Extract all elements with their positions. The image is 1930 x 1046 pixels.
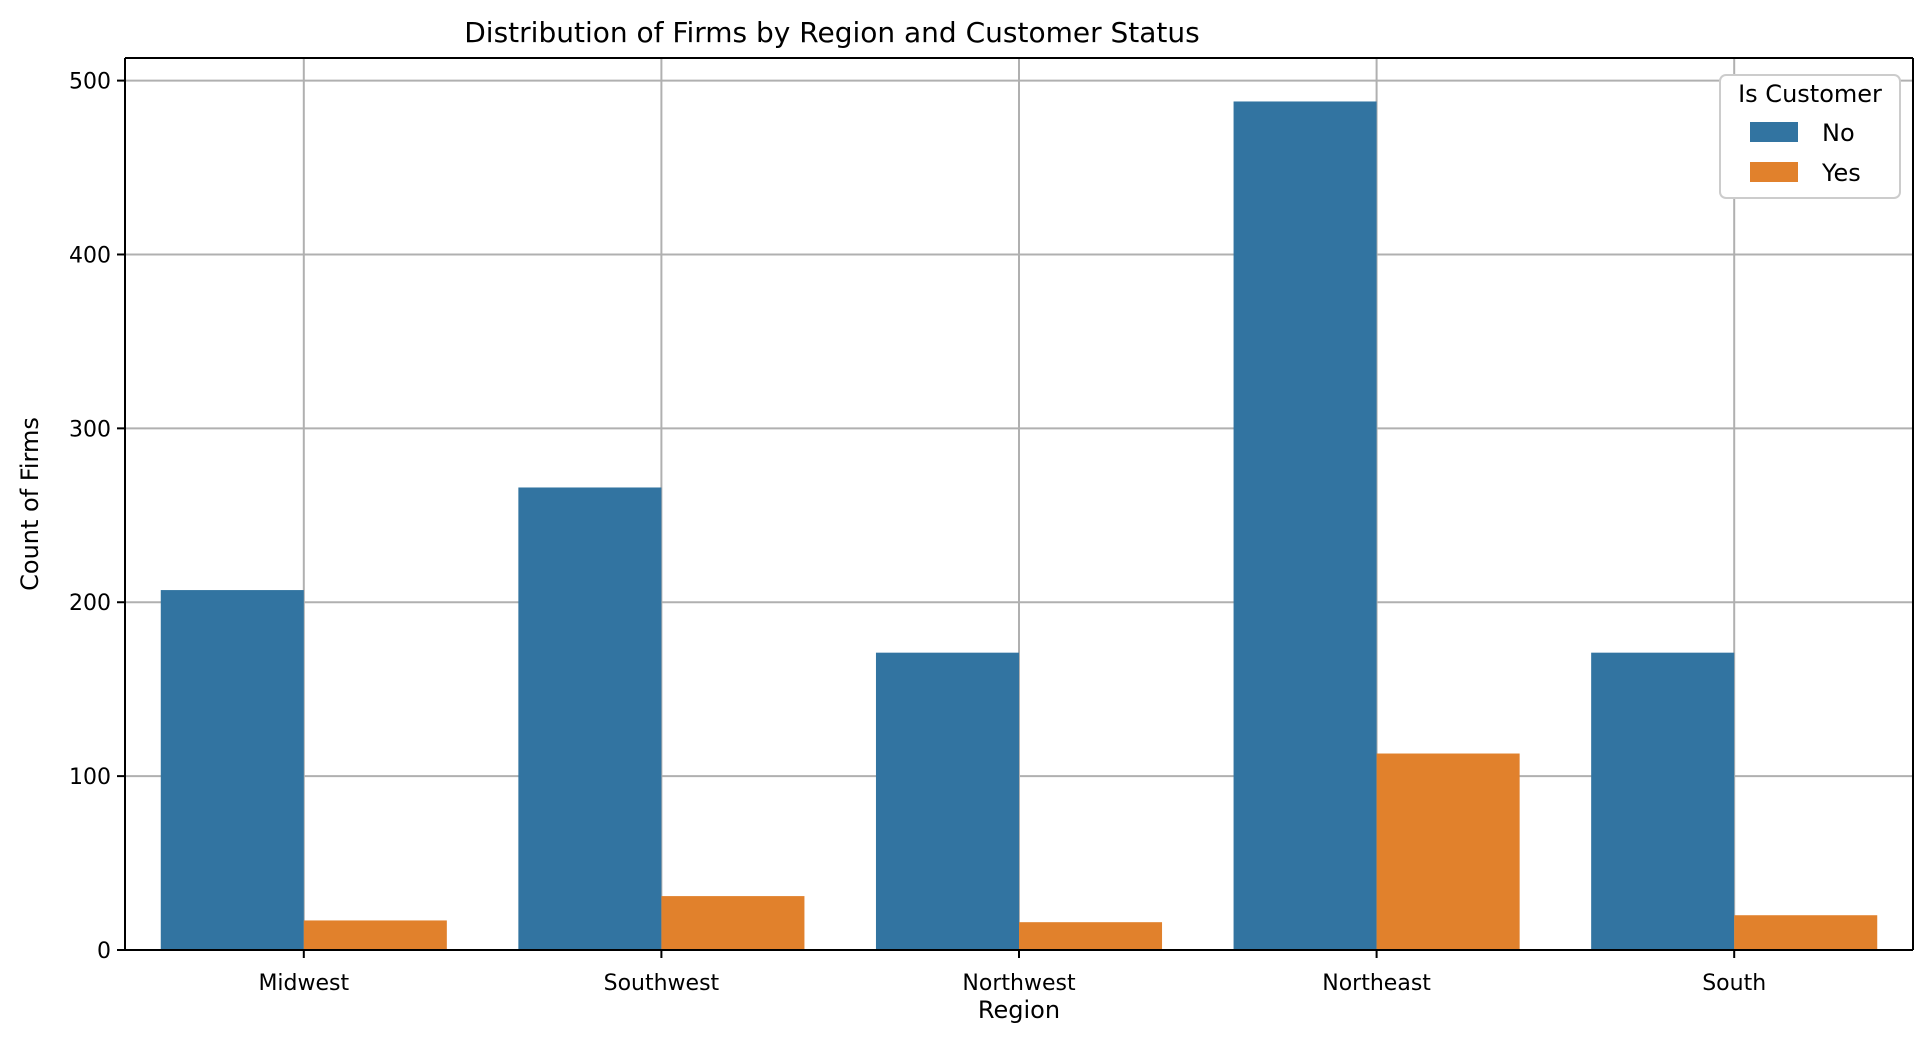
- bar-no-south: [1591, 652, 1735, 950]
- bar-yes-midwest: [303, 920, 447, 950]
- y-tick-label: 400: [69, 243, 111, 268]
- y-axis-label: Count of Firms: [16, 417, 44, 591]
- chart-axes: [117, 57, 1914, 958]
- y-tick-label: 300: [69, 417, 111, 442]
- bar-yes-southwest: [661, 896, 805, 950]
- bar-series: [160, 101, 1878, 950]
- x-tick-label: Midwest: [258, 971, 349, 996]
- y-tick-label: 200: [69, 591, 111, 616]
- y-tick-label: 500: [69, 70, 111, 95]
- legend: Is Customer No Yes: [1719, 74, 1901, 199]
- bar-yes-northwest: [1019, 922, 1163, 950]
- bar-no-northeast: [1233, 101, 1377, 950]
- bar-no-southwest: [518, 487, 662, 950]
- x-tick-label: Northeast: [1322, 971, 1431, 996]
- x-axis-label: Region: [978, 996, 1060, 1024]
- bar-no-midwest: [160, 590, 304, 950]
- tick-labels: 0 100 200 300 400 500 Midwest Southwest Northwes…: [69, 70, 1766, 996]
- legend-label-yes: Yes: [1821, 159, 1861, 187]
- legend-swatch-yes: [1750, 162, 1798, 182]
- legend-label-no: No: [1822, 119, 1855, 147]
- bar-yes-northeast: [1376, 753, 1520, 950]
- legend-swatch-no: [1750, 122, 1798, 142]
- bar-yes-south: [1734, 915, 1878, 950]
- bar-no-northwest: [875, 652, 1019, 950]
- x-tick-label: South: [1702, 971, 1766, 996]
- y-tick-label: 100: [69, 765, 111, 790]
- chart-title: Distribution of Firms by Region and Cust…: [464, 16, 1199, 49]
- legend-title: Is Customer: [1738, 80, 1882, 108]
- x-tick-label: Southwest: [604, 971, 720, 996]
- x-tick-label: Northwest: [962, 971, 1076, 996]
- y-tick-label: 0: [97, 939, 111, 964]
